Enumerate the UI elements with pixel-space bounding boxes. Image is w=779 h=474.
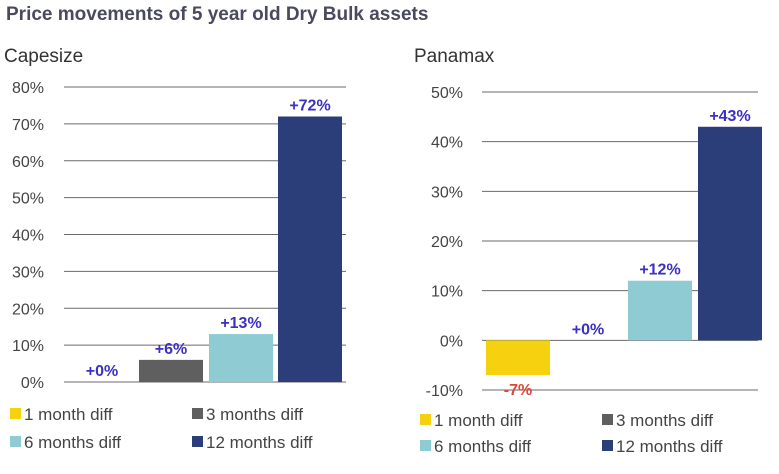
panamax-y-tick-label: -10% <box>426 383 463 400</box>
panamax-y-tick-label: 20% <box>431 234 463 251</box>
capesize-y-tick-label: 20% <box>12 301 44 318</box>
panamax-bar-12-months-diff <box>698 126 762 341</box>
capesize-y-tick-label: 70% <box>12 117 44 134</box>
capesize-legend-label: 1 month diff <box>24 405 113 424</box>
panamax-legend-swatch <box>602 414 613 425</box>
capesize-bar-6-months-diff <box>209 334 273 382</box>
panamax-legend-label: 12 months diff <box>616 437 723 456</box>
panamax-y-tick-label: 30% <box>431 184 463 201</box>
capesize-legend-label: 3 months diff <box>206 405 303 424</box>
capesize-y-tick-label: 80% <box>12 80 44 97</box>
panamax-bar-1-month-diff <box>486 340 550 376</box>
capesize-chart-title: Capesize <box>4 46 83 67</box>
capesize-y-tick-label: 0% <box>21 375 44 392</box>
capesize-legend-label: 12 months diff <box>206 433 313 452</box>
capesize-data-label: +72% <box>289 98 330 115</box>
capesize-legend-swatch <box>192 408 203 419</box>
panamax-bar-6-months-diff <box>628 280 692 341</box>
panamax-data-label: -7% <box>504 382 532 399</box>
capesize-y-tick-label: 60% <box>12 154 44 171</box>
panamax-chart: Panamax -10% 0% 10% 20% 30% 40% 50% -7% +0% +12% +4… <box>414 46 762 456</box>
panamax-legend-swatch <box>420 414 431 425</box>
capesize-data-label: +13% <box>220 315 261 332</box>
capesize-bar-12-months-diff <box>278 116 342 382</box>
panamax-data-label: +12% <box>639 262 680 279</box>
capesize-legend-swatch <box>10 436 21 447</box>
capesize-chart: Capesize 0% 10% 20% 30% 40% 50% 60% 70% 80% +0% +6%… <box>4 46 346 452</box>
capesize-y-tick-label: 10% <box>12 338 44 355</box>
panamax-chart-title: Panamax <box>414 46 495 67</box>
capesize-y-tick-label: 30% <box>12 264 44 281</box>
panamax-data-label: +0% <box>572 321 604 338</box>
panamax-data-label: +43% <box>709 108 750 125</box>
panamax-y-tick-label: 50% <box>431 85 463 102</box>
panamax-legend-swatch <box>602 440 613 451</box>
panamax-legend-label: 3 months diff <box>616 411 713 430</box>
capesize-legend-label: 6 months diff <box>24 433 121 452</box>
panamax-legend-swatch <box>420 440 431 451</box>
panamax-y-tick-label: 10% <box>431 284 463 301</box>
capesize-y-tick-label: 50% <box>12 191 44 208</box>
page-title: Price movements of 5 year old Dry Bulk a… <box>6 4 429 25</box>
capesize-data-label: +0% <box>86 363 118 380</box>
capesize-legend-swatch <box>192 436 203 447</box>
capesize-y-tick-label: 40% <box>12 228 44 245</box>
capesize-legend-swatch <box>10 408 21 419</box>
panamax-y-tick-label: 40% <box>431 135 463 152</box>
panamax-legend-label: 1 month diff <box>434 411 523 430</box>
capesize-data-label: +6% <box>155 341 187 358</box>
panamax-legend-label: 6 months diff <box>434 437 531 456</box>
capesize-bar-3-months-diff <box>139 359 203 382</box>
panamax-y-tick-label: 0% <box>440 333 463 350</box>
